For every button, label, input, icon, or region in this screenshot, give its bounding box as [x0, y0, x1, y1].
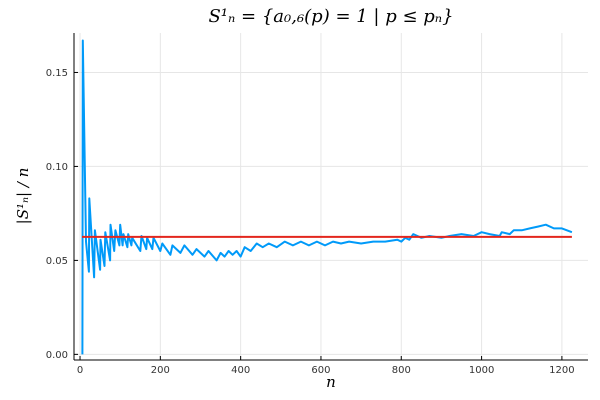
chart-title: S¹ₙ = {a₀,₆(p) = 1 | p ≤ pₙ}: [208, 6, 453, 27]
y-tick-label: 0.10: [46, 162, 68, 173]
x-tick-label: 1200: [549, 365, 574, 376]
ratio-series-line: [81, 39, 573, 355]
y-tick-label: 0.00: [46, 350, 68, 361]
ticks: 0 200 400 600 800 1000 1200 0.00 0.05 0.10 0.15: [46, 68, 575, 376]
x-tick-label: 0: [77, 365, 83, 376]
axes: [73, 33, 588, 361]
grid: [74, 33, 588, 360]
x-tick-label: 600: [311, 365, 330, 376]
x-axis-label: n: [326, 373, 336, 391]
x-tick-label: 400: [231, 365, 250, 376]
x-tick-label: 1000: [469, 365, 494, 376]
y-axis-label: |S¹ₙ| / n: [14, 168, 32, 225]
x-tick-label: 200: [151, 365, 170, 376]
x-tick-label: 800: [392, 365, 411, 376]
series: [81, 39, 573, 355]
y-tick-label: 0.15: [46, 68, 68, 79]
y-tick-label: 0.05: [46, 256, 68, 267]
